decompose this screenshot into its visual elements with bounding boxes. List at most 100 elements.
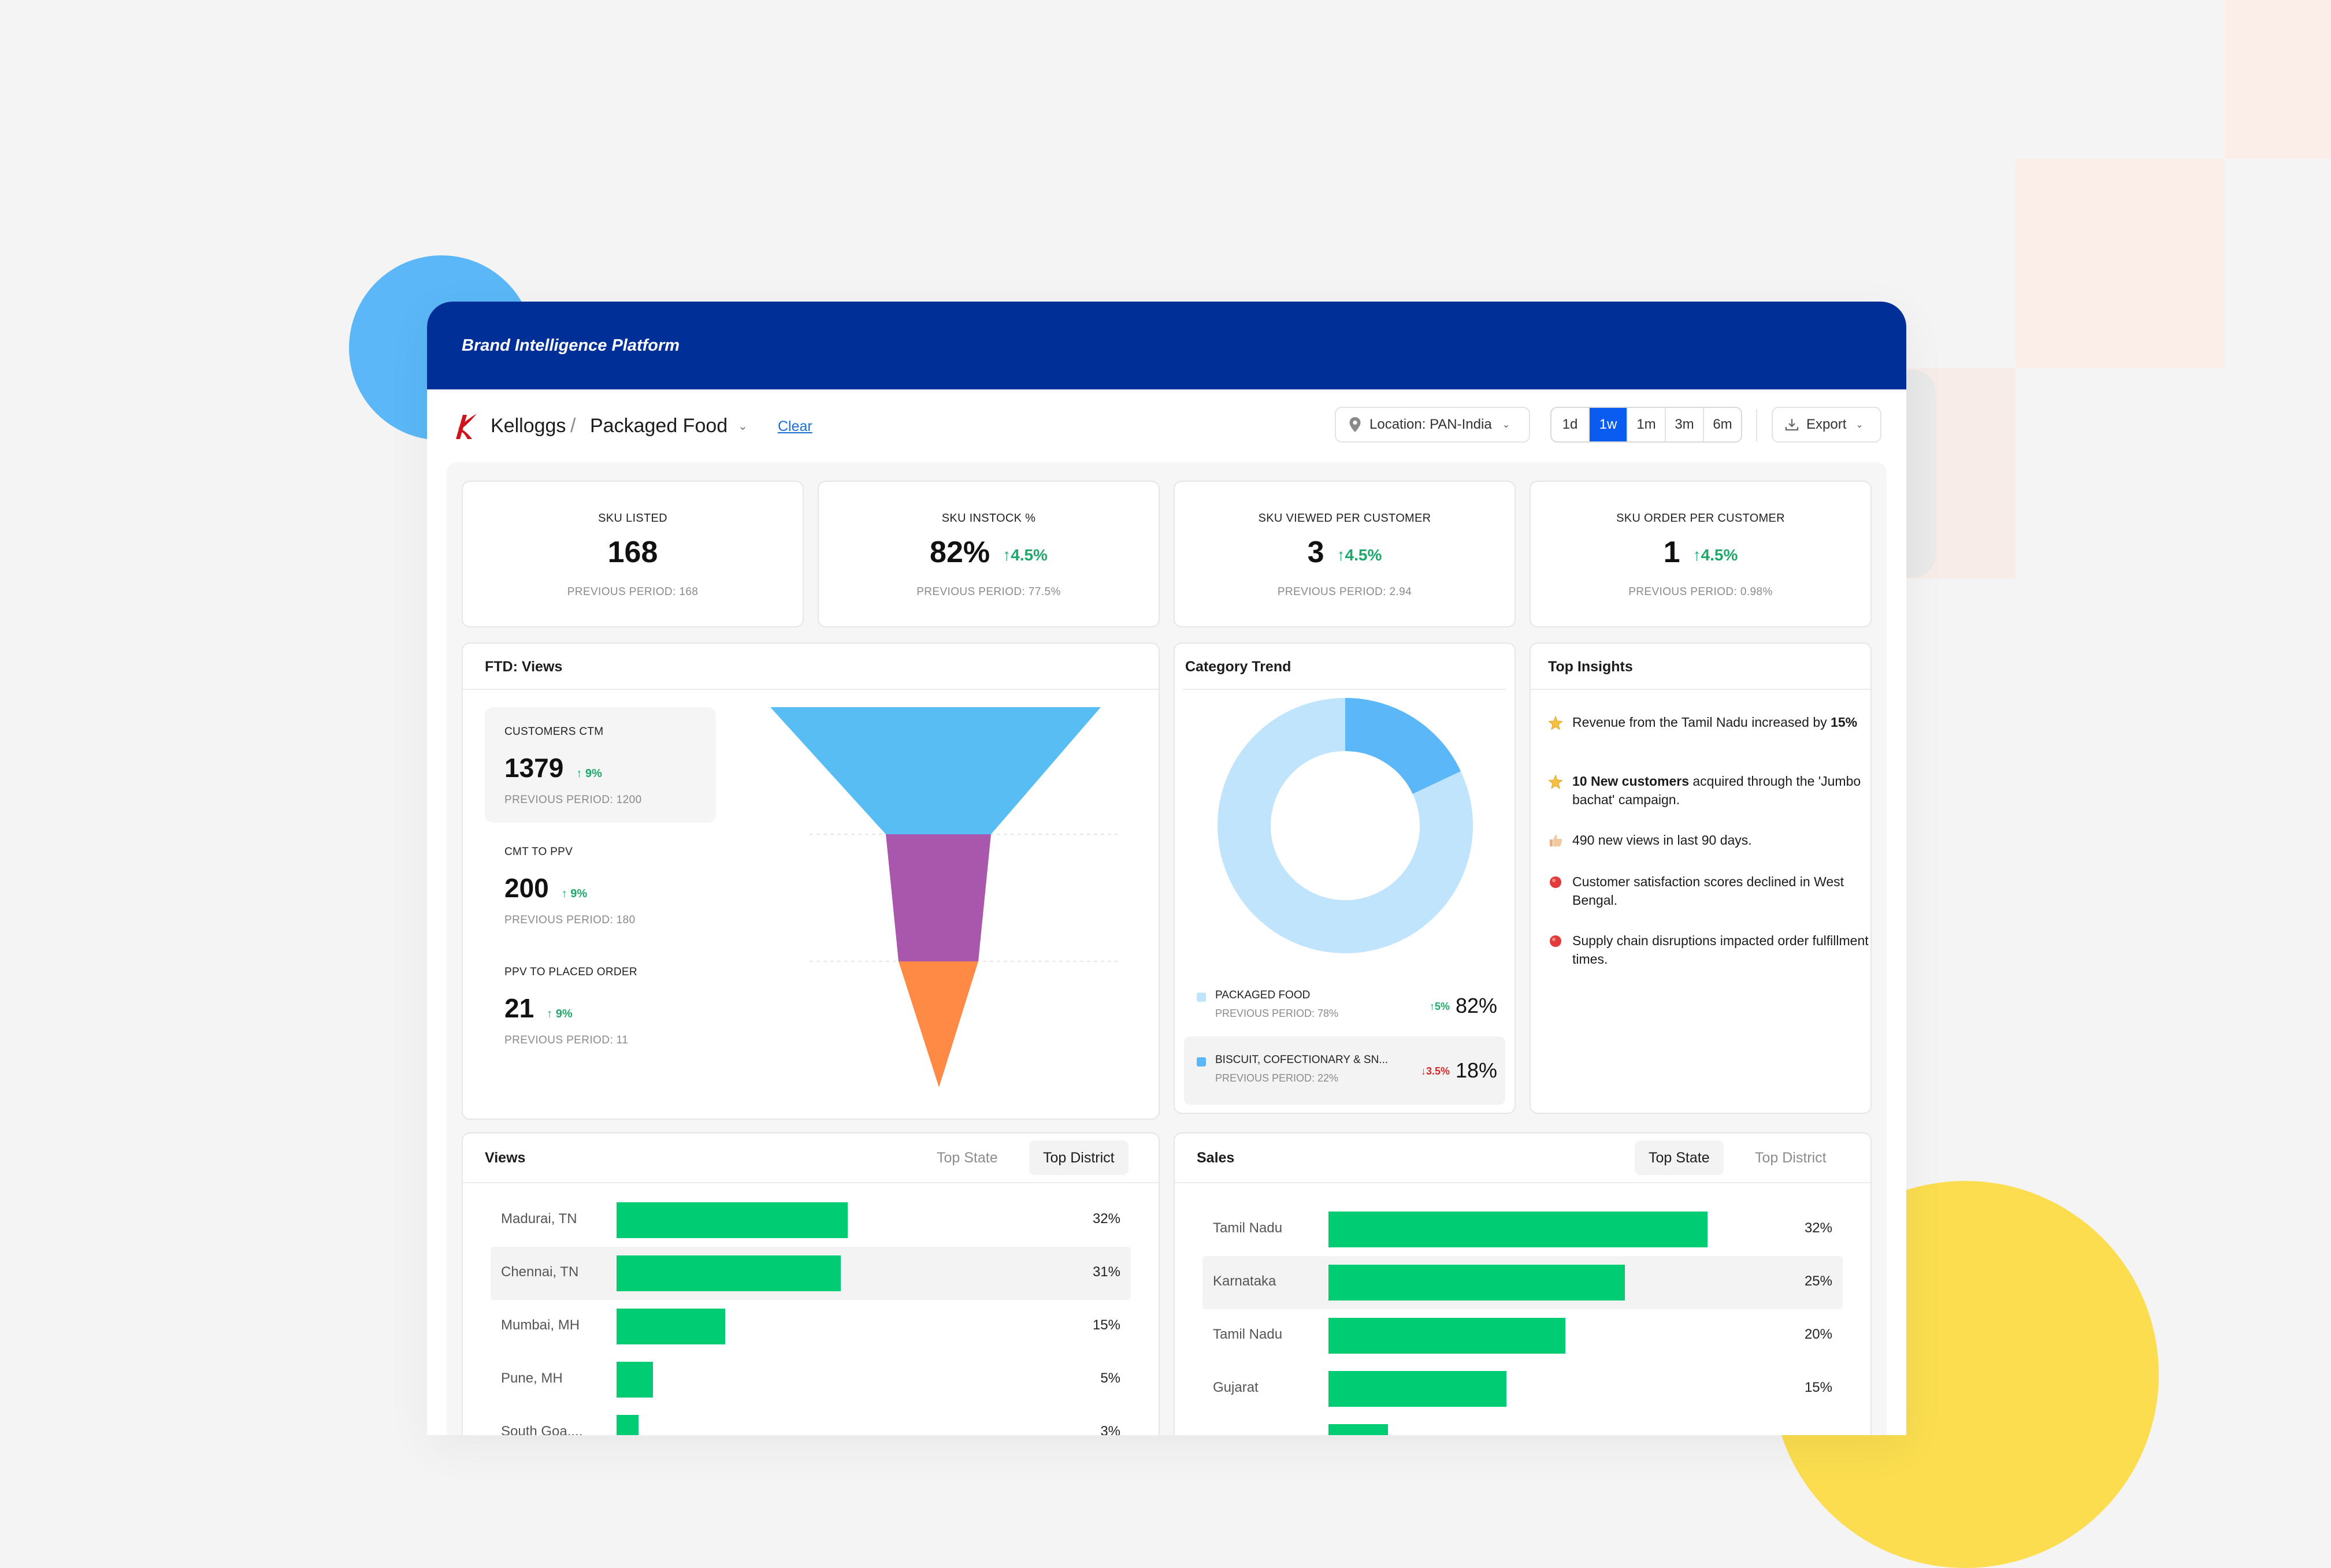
funnel-metric-cmt-to-ppv[interactable]: CMT TO PPV 200 ↑ 9% PREVIOUS PERIOD: 180: [485, 827, 716, 943]
period-option-1m[interactable]: 1m: [1628, 408, 1666, 441]
bar: [617, 1309, 725, 1344]
legend-previous: PREVIOUS PERIOD: 22%: [1215, 1072, 1339, 1084]
legend-color-swatch: [1197, 1057, 1206, 1067]
kpi-label: SKU LISTED: [598, 512, 667, 525]
kpi-previous: PREVIOUS PERIOD: 2.94: [1277, 586, 1412, 598]
insight-highlight: 15%: [1831, 715, 1858, 730]
app-window: Brand Intelligence Platform Kelloggs / P…: [427, 302, 1906, 1435]
bar-row[interactable]: Tamil Nadu 32%: [1202, 1203, 1843, 1256]
download-icon: [1785, 419, 1799, 431]
app-header: Brand Intelligence Platform: [427, 302, 1906, 389]
bar: [1328, 1371, 1506, 1407]
kpi-delta: ↑4.5%: [1337, 546, 1382, 564]
bar-value-label: 25%: [1804, 1273, 1832, 1289]
bar: [617, 1362, 653, 1398]
bar-row[interactable]: South Goa,... 3%: [491, 1406, 1131, 1435]
funnel-stage-orders[interactable]: [899, 961, 978, 1087]
legend-value: 82%: [1455, 994, 1497, 1017]
export-button[interactable]: Export ⌄: [1772, 407, 1881, 443]
bar-row[interactable]: Tamil Nadu 20%: [1202, 1309, 1843, 1362]
kpi-card-sku-viewed: SKU VIEWED PER CUSTOMER 3 ↑4.5% PREVIOUS…: [1174, 481, 1516, 627]
legend-color-swatch: [1197, 993, 1206, 1002]
kpi-previous: PREVIOUS PERIOD: 77.5%: [916, 586, 1061, 598]
period-option-6m[interactable]: 6m: [1713, 417, 1732, 432]
breadcrumb-separator: /: [570, 415, 576, 437]
legend-value: 18%: [1455, 1058, 1497, 1082]
funnel-metric-ppv-to-order[interactable]: PPV TO PLACED ORDER 21 ↑ 9% PREVIOUS PER…: [485, 948, 716, 1063]
sales-card: Sales Top State Top District Tamil Nadu 3…: [1174, 1132, 1872, 1435]
bar-label: Madurai, TN: [501, 1211, 577, 1227]
bar-value-label: 15%: [1804, 1380, 1832, 1395]
top-insights-card: Top Insights Revenue from the Tamil Nadu…: [1530, 642, 1872, 1114]
decorative-gray-panel: [1905, 370, 1936, 578]
funnel-stage-ppv[interactable]: [886, 834, 991, 961]
metric-value: 1379: [504, 753, 564, 783]
donut-segment-biscuit[interactable]: [1344, 698, 1461, 795]
metric-delta: ↑ 9%: [576, 767, 602, 780]
insight-text-part: Supply chain disruptions impacted order …: [1572, 933, 1869, 967]
legend-row-biscuit[interactable]: BISCUIT, COFECTIONARY & SN... PREVIOUS P…: [1184, 1036, 1505, 1105]
views-title: Views: [485, 1150, 526, 1166]
bar-row[interactable]: Pune, MH 5%: [491, 1353, 1131, 1406]
insight-text-part: Revenue from the Tamil Nadu increased by: [1572, 715, 1831, 730]
metric-delta: ↑ 9%: [561, 887, 588, 900]
thumbs-up-icon: [1548, 833, 1563, 848]
bar-row[interactable]: Gujarat 15%: [1202, 1362, 1843, 1415]
kpi-card-sku-instock: SKU INSTOCK % 82% ↑4.5% PREVIOUS PERIOD:…: [818, 481, 1160, 627]
funnel-card: FTD: Views CUSTOMERS CTM 1379 ↑ 9% PREVI…: [462, 642, 1160, 1120]
period-option-1d[interactable]: 1d: [1551, 408, 1590, 441]
category-trend-title: Category Trend: [1185, 659, 1291, 675]
kpi-previous: PREVIOUS PERIOD: 168: [567, 586, 699, 598]
funnel-stage-customers[interactable]: [770, 707, 1101, 834]
bar-row[interactable]: Karnataka 25%: [1202, 1256, 1843, 1309]
bar: [1328, 1212, 1708, 1247]
red-dot-icon: [1548, 875, 1563, 890]
metric-previous: PREVIOUS PERIOD: 1200: [504, 794, 642, 806]
location-pin-icon: [1349, 417, 1361, 432]
tab-top-state[interactable]: Top State: [937, 1149, 998, 1166]
funnel-metric-customers[interactable]: CUSTOMERS CTM 1379 ↑ 9% PREVIOUS PERIOD:…: [485, 707, 716, 823]
bar-value-label: 3%: [1100, 1424, 1120, 1435]
bar-row[interactable]: Chennai, TN 31%: [491, 1247, 1131, 1300]
kelloggs-logo-icon: [456, 414, 477, 439]
period-option-3m[interactable]: 3m: [1666, 408, 1704, 441]
clear-link[interactable]: Clear: [778, 418, 812, 434]
tab-top-state[interactable]: Top State: [1635, 1140, 1724, 1175]
views-card: Views Top State Top District Madurai, TN…: [462, 1132, 1160, 1435]
bar-label: South Goa,...: [501, 1424, 583, 1435]
legend-row-packaged-food[interactable]: PACKAGED FOOD PREVIOUS PERIOD: 78% ↑5% 8…: [1184, 972, 1505, 1040]
insight-text: Customer satisfaction scores declined in…: [1572, 872, 1872, 909]
bar-label: Karnataka: [1213, 1273, 1276, 1289]
kpi-value-row: 1 ↑4.5%: [1531, 535, 1870, 570]
app-title: Brand Intelligence Platform: [462, 336, 680, 355]
location-label: Location: PAN-India: [1369, 417, 1492, 432]
location-selector[interactable]: Location: PAN-India ⌄: [1335, 407, 1530, 443]
bar: [1328, 1318, 1565, 1354]
category-dropdown[interactable]: Packaged Food ⌄: [582, 408, 764, 444]
bar-label: Chennai, TN: [501, 1264, 579, 1280]
tab-top-district[interactable]: Top District: [1755, 1149, 1827, 1166]
bar-row[interactable]: Mumbai, MH 15%: [491, 1300, 1131, 1353]
bar-value-label: 32%: [1804, 1220, 1832, 1236]
chevron-down-icon: ⌄: [1502, 420, 1510, 430]
kpi-label: SKU VIEWED PER CUSTOMER: [1258, 512, 1431, 525]
export-label: Export: [1806, 417, 1847, 432]
sales-title: Sales: [1197, 1150, 1235, 1166]
kpi-card-sku-order: SKU ORDER PER CUSTOMER 1 ↑4.5% PREVIOUS …: [1530, 481, 1872, 627]
period-option-1w[interactable]: 1w: [1590, 408, 1628, 441]
legend-name: BISCUIT, COFECTIONARY & SN...: [1215, 1054, 1389, 1066]
insight-item: 490 new views in last 90 days.: [1548, 831, 1872, 849]
insight-highlight: 10 New customers: [1572, 774, 1689, 789]
breadcrumb-brand[interactable]: Kelloggs: [491, 415, 566, 437]
bar-value-label: 15%: [1092, 1317, 1120, 1333]
tab-top-district[interactable]: Top District: [1029, 1140, 1129, 1175]
bar: [617, 1255, 841, 1291]
kpi-value: 3: [1307, 536, 1324, 569]
kpi-value-row: 168: [463, 535, 803, 570]
bar-row[interactable]: Madurai, TN 32%: [491, 1194, 1131, 1247]
bar-row[interactable]: [1202, 1415, 1843, 1435]
kpi-label: SKU INSTOCK %: [941, 512, 1036, 525]
metric-label: PPV TO PLACED ORDER: [504, 966, 637, 978]
funnel-chart: [770, 707, 1122, 1087]
chevron-down-icon: ⌄: [738, 419, 748, 433]
